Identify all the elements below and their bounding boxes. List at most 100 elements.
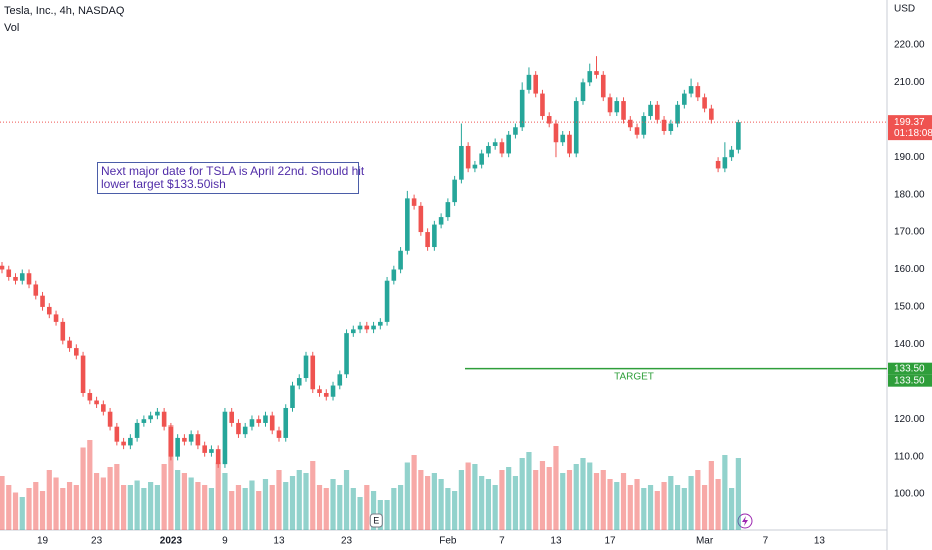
volume-bar [701,485,708,530]
x-tick-label: Mar [696,536,714,547]
volume-bar [729,488,735,530]
candle-body [175,437,180,457]
volume-bar [573,464,579,530]
volume-bar [222,473,228,530]
volume-bar [519,458,525,530]
candle-body [587,71,593,83]
candle-body [80,355,86,394]
candle-body [722,157,728,169]
candle-body [391,269,397,281]
volume-bar [215,462,221,530]
candle-body [675,104,680,124]
candle-body [350,329,356,334]
volume-bar [431,473,437,530]
volume-bar [343,470,350,530]
volume-bar [357,497,363,530]
candle-body [459,145,464,180]
volume-bar [607,479,613,530]
volume-bar [134,480,140,530]
volume-bar [384,500,390,530]
volume-bar [235,485,242,530]
volume-bar [560,473,566,530]
volume-bar [289,476,296,530]
volume-bar [60,488,66,530]
candle-body [46,306,52,315]
candle-body [540,93,545,117]
y-tick-label: 110.00 [894,451,924,462]
candle-body [472,164,478,169]
volume-bar [181,473,188,530]
volume-bar [506,467,512,530]
candle-body [614,101,620,113]
candle-body [715,160,721,169]
volume-bar [370,491,377,530]
volume-bar [546,467,552,530]
volume-bar [735,458,741,530]
volume-bar [465,462,471,530]
volume-bar [66,482,73,530]
y-tick-label: 170.00 [894,227,925,238]
annotation: Next major date for TSLA is April 22nd. … [97,162,364,194]
candle-body [364,325,370,330]
volume-bar [600,470,606,530]
candle-body [168,426,174,457]
candle-body [553,123,559,143]
candle-body [107,411,113,427]
volume-bar [303,473,309,530]
volume-bar [614,482,620,530]
candle-body [688,86,694,94]
candle-body [573,101,579,154]
volume-bar [283,482,289,530]
volume-bar [620,473,627,530]
candle-body [229,411,234,423]
volume-bar [539,461,546,530]
candle-body [209,449,214,453]
candle-body [506,134,511,154]
candle-body [425,232,430,248]
volume-bar [188,477,194,530]
volume-bar [249,480,255,530]
candle-body [290,385,295,408]
candle-body [128,437,133,446]
volume-bar [627,485,633,530]
candle-body [87,393,93,401]
flash-bolt [742,516,748,526]
volume-bar [647,485,654,530]
volume-bar [276,470,282,530]
volume-bar [350,488,356,530]
volume-bar [73,485,79,530]
volume-bar [668,476,674,530]
candle-body [357,325,363,330]
volume-bar [708,461,714,530]
candle-body [648,104,653,117]
y-tick-label: 120.00 [894,414,925,425]
volume-bar [587,462,593,530]
candle-body [702,97,707,109]
volume-bar [452,491,458,530]
volume-bar [87,440,93,530]
volume-bar [256,491,262,530]
candle-body [736,122,741,150]
candle-body [121,441,126,446]
candle-body [641,116,647,135]
volume-bar [262,479,269,530]
countdown-label: 01:18:08 [894,128,932,139]
candle-body [384,280,390,322]
volume-bar [533,470,539,530]
candle-body [26,273,32,285]
price-axis-bg [887,0,932,550]
volume-bar [688,476,694,530]
volume-bar [0,476,5,530]
volume-bar [715,479,721,530]
candle-body [580,82,586,102]
candle-body [398,250,403,270]
candle-body [465,145,471,169]
candle-body [600,74,606,98]
volume-bar [526,452,532,530]
volume-bar [593,473,600,530]
volume-bar [19,497,25,530]
candle-body [655,104,660,120]
volume-bar [80,447,86,530]
candle-body [242,426,248,435]
candle-body [344,333,349,375]
